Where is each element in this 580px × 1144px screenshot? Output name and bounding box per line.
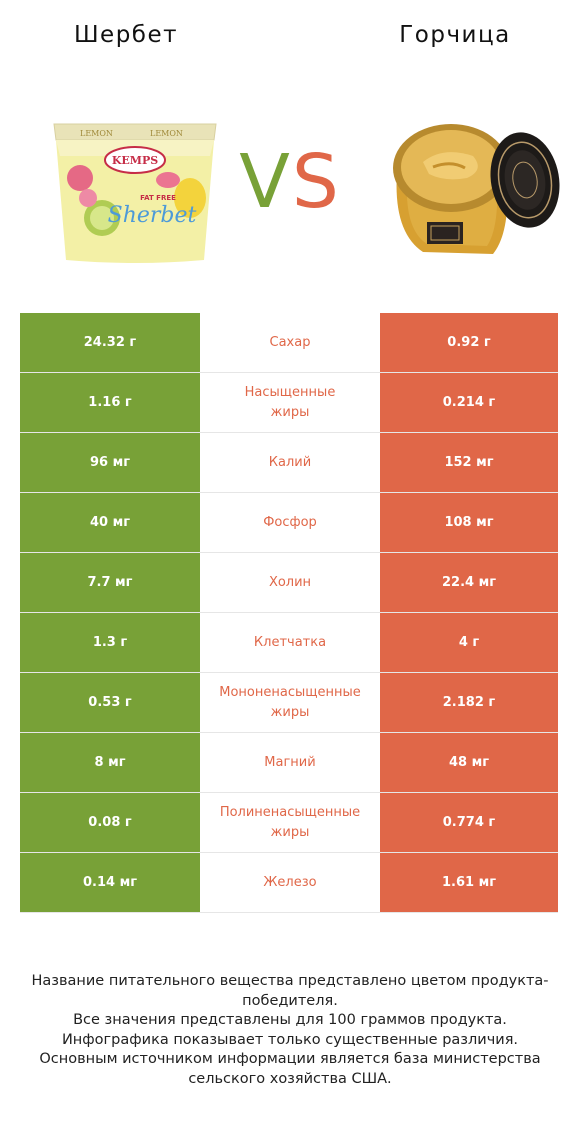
left-value: 24.32 г (20, 313, 200, 373)
nutrient-name: Сахар (200, 313, 380, 373)
right-value: 22.4 мг (380, 552, 558, 613)
nutrient-name: Калий (200, 432, 380, 493)
comparison-table: 24.32 г Сахар 0.92 г 1.16 г Насыщенные жиры 0… (20, 313, 558, 913)
footer-line: Основным источником информации является … (39, 1051, 541, 1087)
nutrient-name: Холин (200, 552, 380, 613)
nutrient-name: Железо (200, 852, 380, 913)
sherbet-tub-image: LEMON LEMON KEMPS FAT FREE Sherbet (53, 123, 217, 263)
nutrient-name: Фосфор (200, 492, 380, 553)
footer-line: Название питательного вещества представл… (31, 973, 549, 1009)
nutrient-name: Полиненасыщенные жиры (200, 792, 380, 853)
left-product-title: Шербет (73, 22, 179, 48)
svg-text:FAT FREE: FAT FREE (140, 194, 176, 202)
comparison-row: 8 мг Магний 48 мг (20, 732, 558, 793)
vs-label: VS (239, 139, 341, 225)
right-value: 48 мг (380, 732, 558, 793)
comparison-row: 1.16 г Насыщенные жиры 0.214 г (20, 372, 558, 433)
comparison-row: 24.32 г Сахар 0.92 г (20, 313, 558, 373)
comparison-row: 1.3 г Клетчатка 4 г (20, 612, 558, 673)
left-value: 0.08 г (20, 792, 200, 853)
comparison-row: 40 мг Фосфор 108 мг (20, 492, 558, 553)
right-product-title: Горчица (399, 22, 511, 48)
mustard-jar-image (393, 124, 560, 254)
right-value: 4 г (380, 612, 558, 673)
right-value: 0.214 г (380, 372, 558, 433)
right-value: 2.182 г (380, 672, 558, 733)
left-value: 0.14 мг (20, 852, 200, 913)
left-value: 40 мг (20, 492, 200, 553)
footer-line: Инфографика показывает только существенн… (61, 1031, 519, 1048)
comparison-row: 0.14 мг Железо 1.61 мг (20, 852, 558, 913)
right-value: 0.92 г (380, 313, 558, 373)
right-value: 1.61 мг (380, 852, 558, 913)
nutrient-name: Магний (200, 732, 380, 793)
left-value: 96 мг (20, 432, 200, 493)
left-value: 1.16 г (20, 372, 200, 433)
left-value: 7.7 мг (20, 552, 200, 613)
svg-text:LEMON: LEMON (150, 129, 183, 138)
svg-text:Sherbet: Sherbet (108, 203, 197, 228)
nutrient-name: Насыщенные жиры (200, 372, 380, 433)
footer-notes: Название питательного вещества представл… (20, 972, 560, 1089)
comparison-row: 0.53 г Мононенасыщенные жиры 2.182 г (20, 672, 558, 733)
left-value: 8 мг (20, 732, 200, 793)
left-value: 1.3 г (20, 612, 200, 673)
comparison-row: 0.08 г Полиненасыщенные жиры 0.774 г (20, 792, 558, 853)
comparison-row: 96 мг Калий 152 мг (20, 432, 558, 493)
nutrient-name: Мононенасыщенные жиры (200, 672, 380, 733)
footer-line: Все значения представлены для 100 граммо… (73, 1012, 507, 1028)
svg-text:KEMPS: KEMPS (112, 154, 158, 167)
right-value: 0.774 г (380, 792, 558, 853)
svg-text:LEMON: LEMON (80, 129, 113, 138)
right-value: 108 мг (380, 492, 558, 553)
left-value: 0.53 г (20, 672, 200, 733)
nutrient-name: Клетчатка (200, 612, 380, 673)
right-value: 152 мг (380, 432, 558, 493)
comparison-row: 7.7 мг Холин 22.4 мг (20, 552, 558, 613)
